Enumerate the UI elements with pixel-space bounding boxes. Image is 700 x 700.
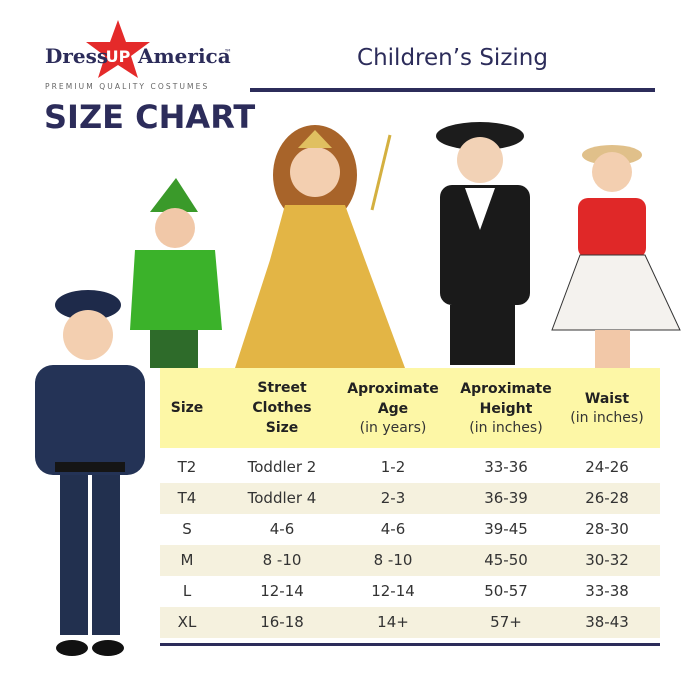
table-cell: 4-6 [380, 520, 406, 538]
column-header: Street Clothes Size [237, 368, 327, 448]
figure-cowgirl [551, 145, 681, 368]
column-header-title: Size [170, 400, 204, 416]
table-cell: 45-50 [484, 551, 528, 569]
figure-colonial [436, 122, 530, 365]
logo-trademark: ™ [224, 48, 232, 57]
table-header-band [160, 368, 660, 448]
table-cell: T2 [177, 458, 197, 476]
table-cell: 2-3 [380, 489, 406, 507]
table-cell: 50-57 [484, 582, 528, 600]
column-header: Aproximate Height (in inches) [451, 368, 561, 448]
logo-tagline: PREMIUM QUALITY COSTUMES [45, 82, 210, 91]
column-header-subtitle: (in inches) [570, 409, 644, 426]
table-cell: M [180, 551, 194, 569]
logo-right: America [138, 44, 231, 68]
table-row: XL 16-18 14+ 57+ 38-43 [160, 607, 660, 638]
column-header: Waist (in inches) [562, 368, 652, 448]
table-cell: 12-14 [371, 582, 415, 600]
table-cell: T4 [177, 489, 197, 507]
table-cell: 12-14 [260, 582, 304, 600]
table-row: L 12-14 12-14 50-57 33-38 [160, 576, 660, 607]
table-cell: 26-28 [585, 489, 629, 507]
table-cell: 1-2 [380, 458, 406, 476]
figure-police [35, 290, 145, 656]
table-cell: 8 -10 [373, 551, 413, 569]
column-header-title: Aproximate Age [347, 380, 439, 417]
page-title: SIZE CHART [44, 98, 256, 136]
column-header: Size [157, 368, 217, 448]
table-bottom-rule [160, 643, 660, 646]
column-header-title: Waist [584, 390, 630, 407]
table-cell: 33-36 [484, 458, 528, 476]
table-row: T4 Toddler 4 2-3 36-39 26-28 [160, 483, 660, 514]
logo-star [86, 20, 150, 78]
table-cell: 28-30 [585, 520, 629, 538]
table-cell: Toddler 2 [247, 458, 317, 476]
table-cell: L [182, 582, 192, 600]
figure-princess [235, 125, 405, 368]
title-rule [250, 88, 655, 92]
table-cell: 39-45 [484, 520, 528, 538]
table-cell: 14+ [377, 613, 409, 631]
logo-star-text: UP [105, 47, 131, 66]
column-header: Aproximate Age (in years) [338, 368, 448, 448]
column-header-title: Aproximate Height [460, 380, 552, 417]
column-header-subtitle: (in years) [359, 419, 427, 436]
figure-peter-pan [130, 178, 222, 368]
table-cell: 8 -10 [262, 551, 302, 569]
table-cell: Toddler 4 [247, 489, 317, 507]
logo-left: Dress [45, 44, 109, 68]
table-cell: 24-26 [585, 458, 629, 476]
table-row: M 8 -10 8 -10 45-50 30-32 [160, 545, 660, 576]
table-row: S 4-6 4-6 39-45 28-30 [160, 514, 660, 545]
table-cell: 33-38 [585, 582, 629, 600]
page-subtitle: Children’s Sizing [357, 45, 548, 71]
table-cell: 38-43 [585, 613, 629, 631]
table-row: T2 Toddler 2 1-2 33-36 24-26 [160, 452, 660, 483]
table-cell: 30-32 [585, 551, 629, 569]
table-cell: XL [177, 613, 197, 631]
table-cell: S [182, 520, 192, 538]
table-cell: 4-6 [269, 520, 295, 538]
table-cell: 36-39 [484, 489, 528, 507]
column-header-subtitle: (in inches) [469, 419, 543, 436]
table-cell: 57+ [490, 613, 522, 631]
table-cell: 16-18 [260, 613, 304, 631]
column-header-title: Street Clothes Size [252, 380, 312, 436]
